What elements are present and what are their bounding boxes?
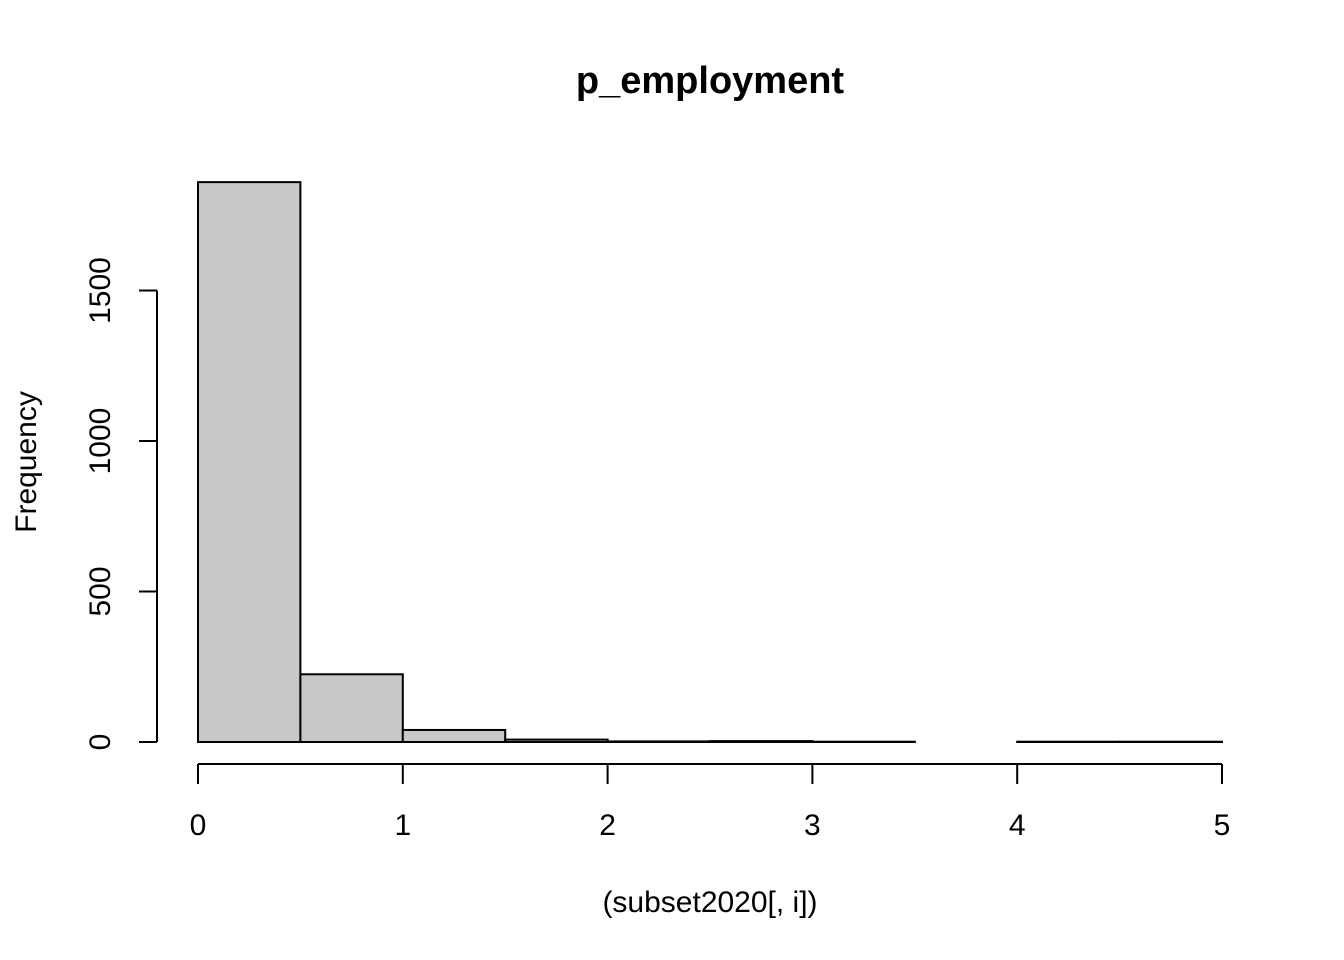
x-tick-label: 4 xyxy=(1009,809,1026,842)
y-tick-label: 500 xyxy=(84,566,117,616)
y-tick-label: 1500 xyxy=(84,257,117,324)
histogram-bar xyxy=(299,673,404,744)
histogram-bar xyxy=(401,728,507,744)
bars-layer xyxy=(197,181,1223,744)
x-tick-label: 2 xyxy=(599,809,616,842)
y-tick-label: 1000 xyxy=(84,408,117,475)
histogram-bar xyxy=(606,740,711,744)
y-tick-label: 0 xyxy=(84,734,117,751)
x-tick-label: 0 xyxy=(190,809,207,842)
histogram-bar xyxy=(197,181,302,743)
y-axis-label: Frequency xyxy=(10,391,43,533)
histogram-bar xyxy=(504,738,609,743)
x-tick-label: 5 xyxy=(1214,809,1231,842)
histogram-bar xyxy=(709,740,814,743)
y-axis: 0 500 1000 1500 xyxy=(84,257,158,751)
x-tick-label: 1 xyxy=(394,809,411,842)
chart-title: p_employment xyxy=(576,60,845,102)
x-axis-label: (subset2020[, i]) xyxy=(602,886,817,919)
x-axis: 0 1 2 3 4 5 xyxy=(190,763,1231,842)
x-tick-label: 3 xyxy=(804,809,821,842)
